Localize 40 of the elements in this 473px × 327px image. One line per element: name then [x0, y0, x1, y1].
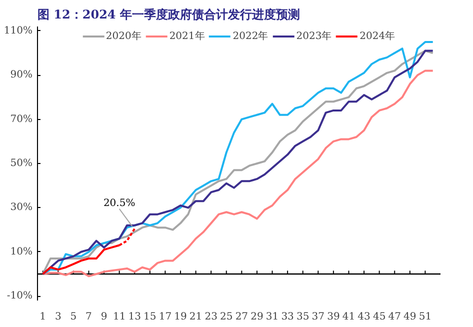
- x-tick-label: 41: [342, 312, 356, 322]
- legend-label: 2020年: [106, 30, 142, 43]
- x-tick-label: 29: [250, 312, 264, 322]
- x-tick-label: 19: [174, 312, 187, 322]
- y-tick-label: 50%: [10, 158, 33, 169]
- x-tick-label: 7: [86, 312, 92, 322]
- x-tick-label: 39: [327, 312, 340, 322]
- annotation: 20.5%: [103, 198, 136, 209]
- x-tick-label: 33: [281, 312, 294, 322]
- y-tick-label: 30%: [10, 202, 33, 214]
- y-tick-label: 110%: [4, 25, 33, 36]
- x-tick-label: 5: [70, 312, 77, 322]
- x-tick-label: 49: [404, 312, 416, 322]
- x-tick-label: 3: [54, 312, 62, 322]
- y-tick-label: -10%: [6, 290, 33, 302]
- x-tick-label: 23: [204, 312, 218, 322]
- x-tick-label: 31: [266, 312, 279, 322]
- x-tick-label: 15: [144, 312, 156, 322]
- x-tick-label: 37: [312, 312, 325, 322]
- x-tick-label: 51: [418, 312, 432, 322]
- legend-label: 2021年: [169, 30, 205, 43]
- x-tick-label: 9: [100, 312, 108, 322]
- x-tick-label: 47: [388, 312, 401, 322]
- y-tick-label: 90%: [10, 70, 33, 81]
- x-tick-label: 13: [128, 312, 141, 322]
- x-tick-label: 27: [235, 312, 248, 322]
- legend-label: 2022年: [232, 30, 268, 43]
- x-tick-label: 1: [40, 312, 46, 322]
- x-tick-label: 25: [220, 312, 233, 322]
- chart-title: 图 12：2024 年一季度政府债合计发行进度预测: [38, 8, 300, 22]
- legend-label: 2023年: [296, 30, 332, 43]
- y-tick-label: 10%: [10, 246, 33, 258]
- x-tick-label: 11: [112, 312, 126, 322]
- x-tick-label: 43: [358, 312, 370, 322]
- x-tick-label: 45: [372, 312, 386, 322]
- x-tick-label: 17: [158, 312, 172, 322]
- y-tick-label: 70%: [10, 114, 33, 125]
- legend-label: 2024年: [360, 30, 396, 43]
- x-tick-label: 21: [189, 312, 202, 322]
- x-tick-label: 35: [296, 312, 310, 322]
